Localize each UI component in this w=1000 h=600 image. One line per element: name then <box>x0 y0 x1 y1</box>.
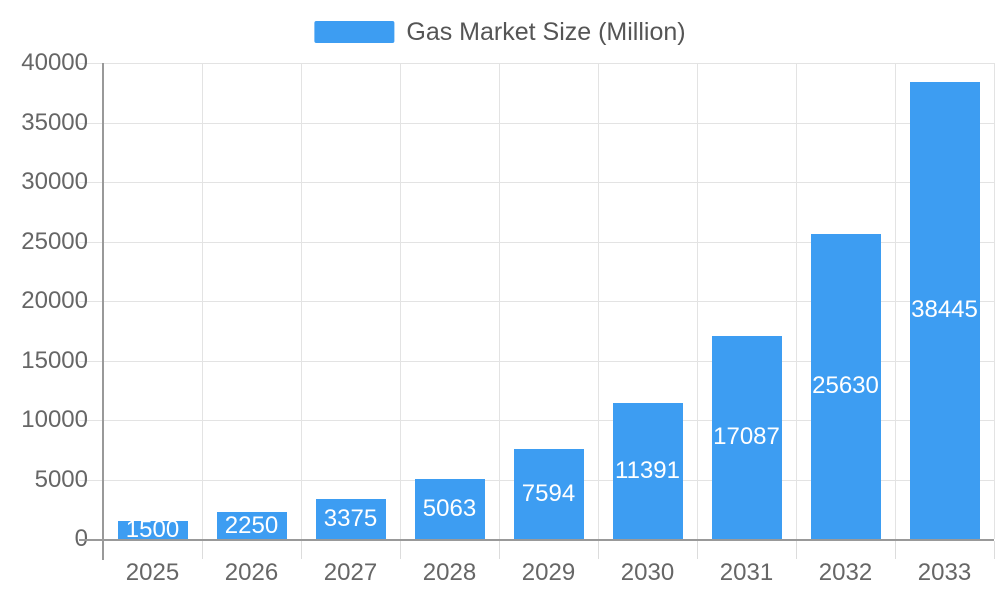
grid-line-x <box>895 63 896 539</box>
grid-line-y <box>79 182 994 183</box>
grid-line-y <box>79 241 994 243</box>
x-axis-tick-label: 2031 <box>719 559 774 586</box>
bar-2033[interactable]: 38445 <box>909 81 980 539</box>
x-axis-tick-label: 2030 <box>620 559 675 586</box>
grid-line-x <box>202 63 203 539</box>
x-axis-tick <box>895 541 896 559</box>
y-axis-tick-label: 15000 <box>21 346 88 374</box>
x-axis-tick-label: 2032 <box>818 559 873 586</box>
y-axis-tick-label: 10000 <box>21 406 88 433</box>
x-axis-tick-label: 2029 <box>521 559 576 586</box>
bar-2027[interactable]: 3375 <box>315 498 386 539</box>
y-axis-tick-label: 20000 <box>21 287 88 314</box>
x-axis-tick <box>400 541 401 559</box>
legend-item[interactable]: Gas Market Size (Million) <box>314 18 686 46</box>
x-axis-tick <box>994 541 995 559</box>
x-axis-tick <box>202 541 203 559</box>
bar-2032[interactable]: 25630 <box>810 234 881 539</box>
grid-line-y <box>79 301 994 302</box>
grid-line-x <box>994 63 995 539</box>
y-axis-tick-label: 25000 <box>21 227 88 255</box>
grid-line-y <box>79 63 994 64</box>
bar-value-label: 17087 <box>713 423 780 451</box>
grid-line-x <box>598 63 599 539</box>
x-axis-tick-label: 2027 <box>323 559 378 586</box>
bar-value-label: 3375 <box>323 504 378 532</box>
y-axis-tick-label: 30000 <box>21 168 88 195</box>
legend-label: Gas Market Size (Million) <box>406 18 686 46</box>
bar-2030[interactable]: 11391 <box>612 403 683 539</box>
grid-line-x <box>400 63 401 539</box>
grid-line-y <box>79 420 994 421</box>
grid-line-y <box>79 122 994 124</box>
legend-swatch-icon <box>314 21 395 43</box>
bar-2025[interactable]: 1500 <box>117 516 188 544</box>
grid-line-y <box>79 360 994 362</box>
grid-line-x <box>499 63 500 539</box>
grid-line-x <box>697 63 698 539</box>
bar-2031[interactable]: 17087 <box>711 335 782 539</box>
grid-line-x <box>301 63 302 539</box>
bar-value-label: 11391 <box>615 457 680 485</box>
bar-2028[interactable]: 5063 <box>414 478 485 539</box>
x-axis-tick <box>499 541 500 559</box>
x-axis-tick <box>301 541 302 559</box>
y-axis-tick-label: 5000 <box>34 465 88 493</box>
x-axis-line <box>79 539 994 541</box>
bar-value-label: 2250 <box>224 511 279 539</box>
x-axis-tick <box>796 541 797 559</box>
bar-value-label: 25630 <box>812 372 879 400</box>
bar-2026[interactable]: 2250 <box>216 511 287 539</box>
bar-value-label: 1500 <box>125 516 180 544</box>
bar-2029[interactable]: 7594 <box>513 448 584 539</box>
y-axis-tick-label: 35000 <box>21 108 88 136</box>
y-axis-tick-label: 40000 <box>21 49 88 76</box>
bar-value-label: 38445 <box>911 296 978 324</box>
y-axis-tick-label: 0 <box>75 525 88 553</box>
x-axis-tick-label: 2033 <box>917 559 972 586</box>
x-axis-tick-label: 2025 <box>125 559 180 586</box>
x-axis-tick <box>598 541 599 559</box>
y-axis-line <box>102 63 104 560</box>
x-axis-tick-label: 2026 <box>224 559 279 586</box>
bar-value-label: 7594 <box>521 479 576 507</box>
x-axis-tick <box>697 541 698 559</box>
bar-value-label: 5063 <box>422 494 477 522</box>
x-axis-tick-label: 2028 <box>422 559 477 586</box>
grid-line-x <box>796 63 797 539</box>
